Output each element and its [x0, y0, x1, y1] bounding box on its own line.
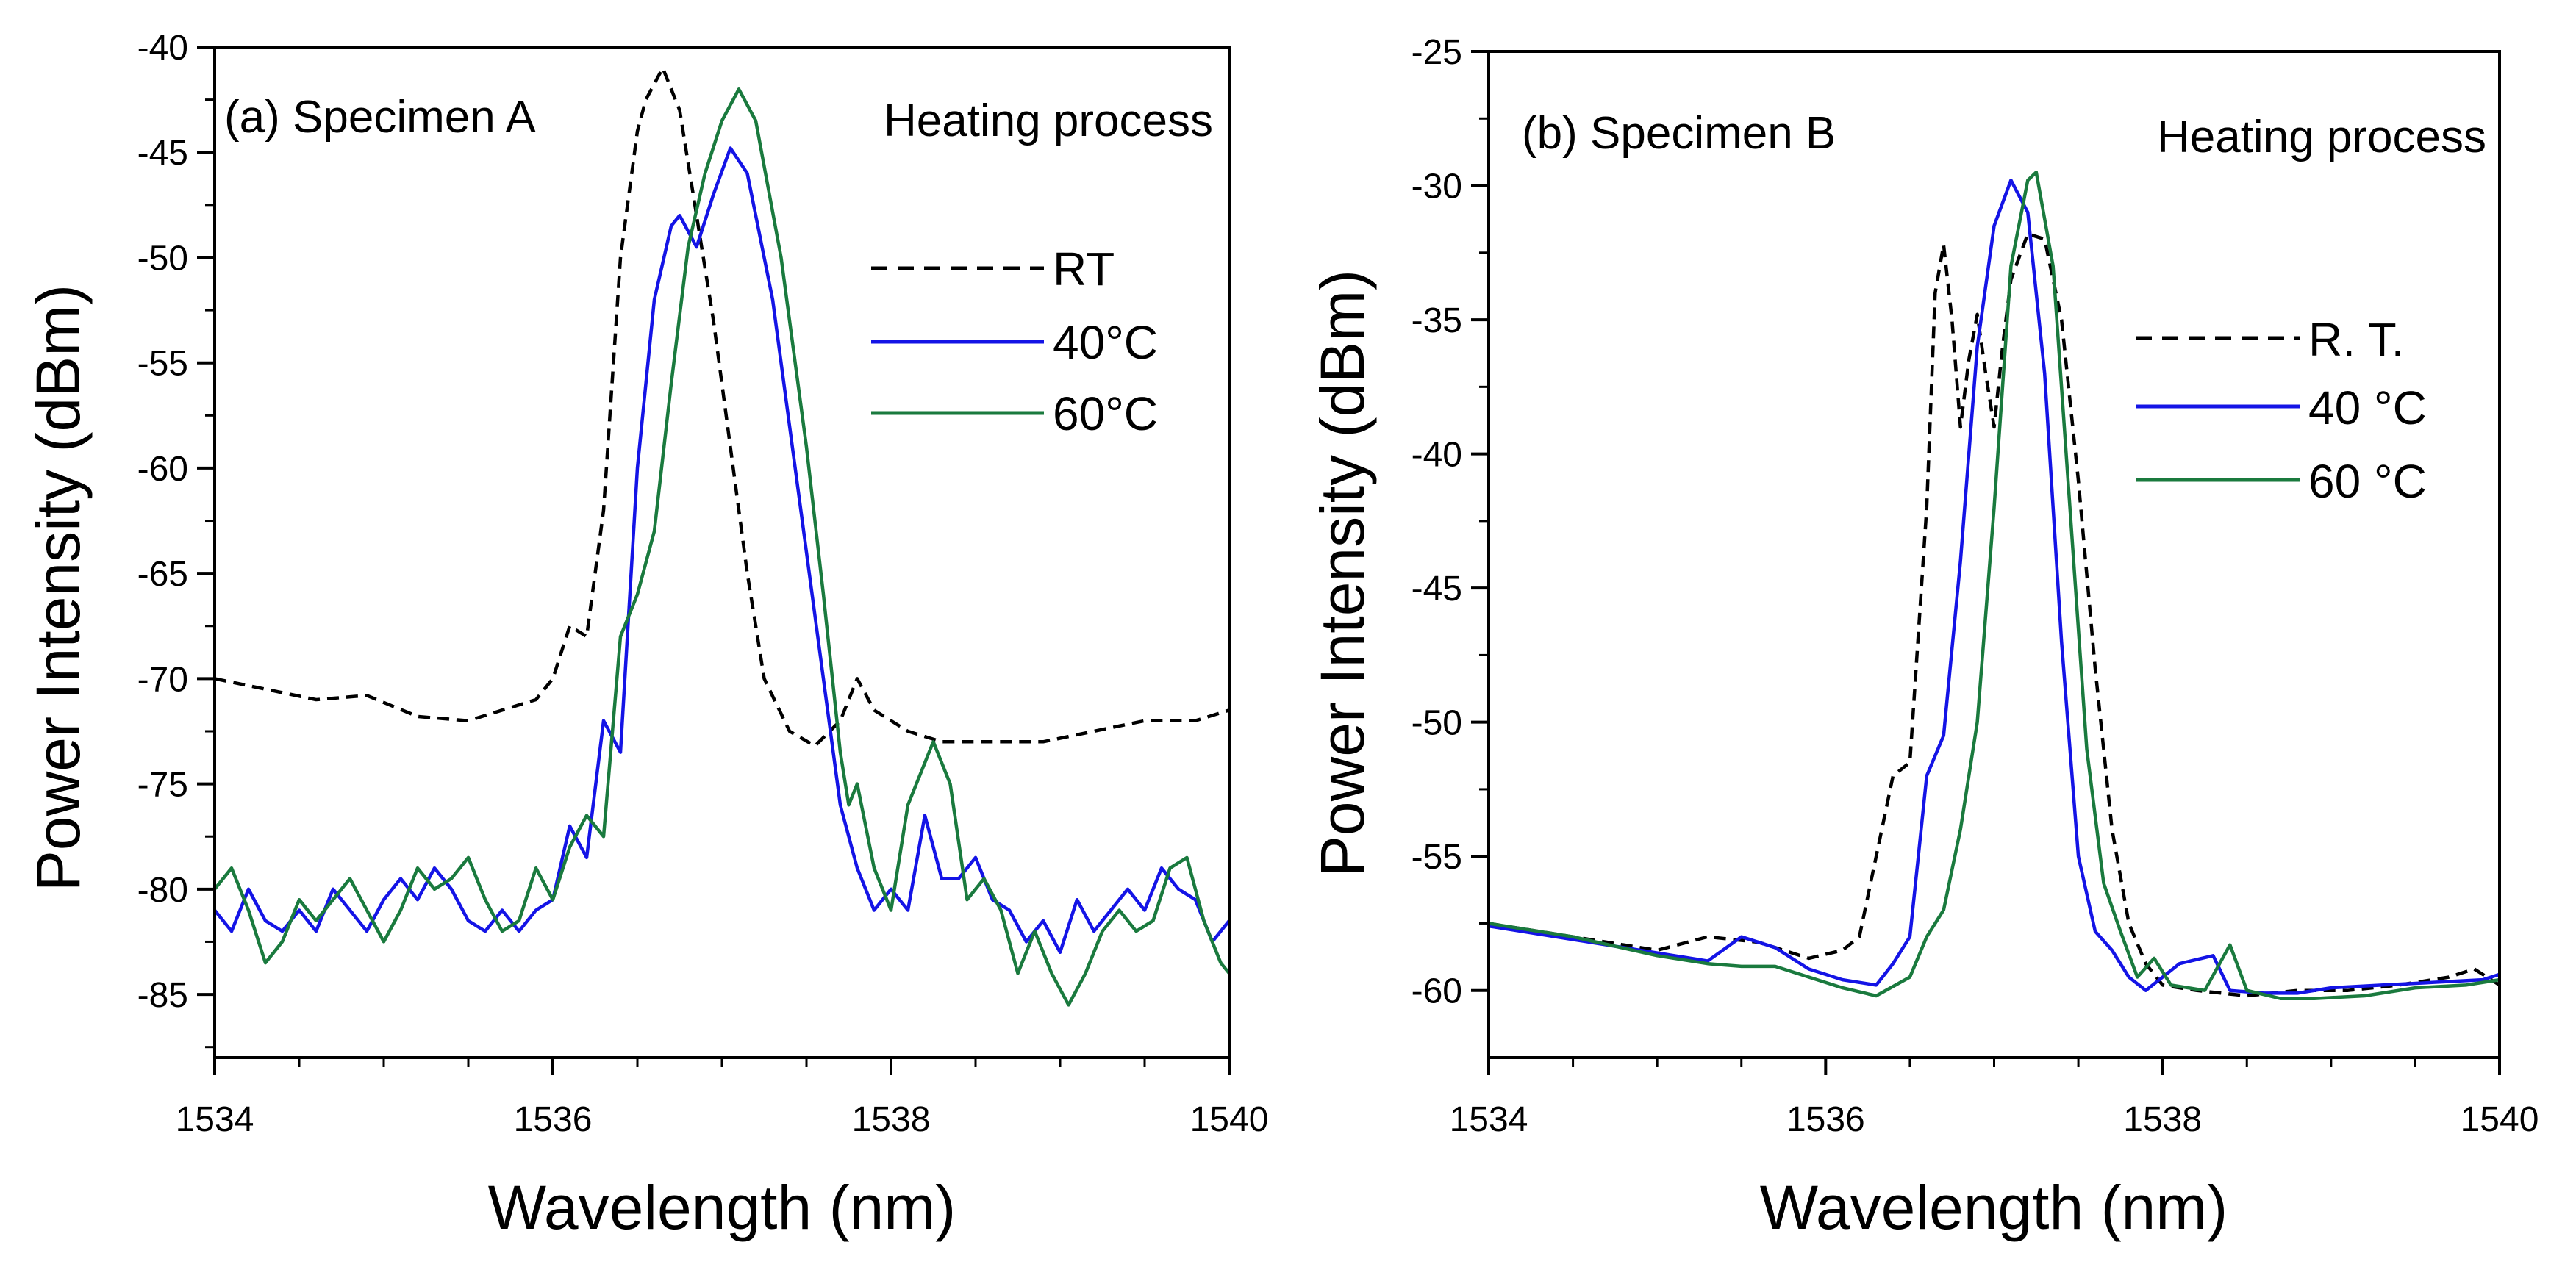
y-tick-label-b-2: -35 [1412, 301, 1462, 340]
x-axis-title-b: Wavelength (nm) [1760, 1173, 2228, 1242]
legend-label-a-2: 60°C [1053, 387, 1158, 440]
y-tick-label-b-3: -40 [1412, 436, 1462, 475]
y-tick-label-a-4: -60 [137, 450, 188, 489]
plot-lines-b [1488, 171, 2501, 1000]
y-tick-label-b-4: -45 [1412, 570, 1462, 609]
x-axis-title-a: Wavelength (nm) [488, 1173, 956, 1242]
y-tick-label-b-7: -60 [1412, 972, 1462, 1011]
y-axis-title-b: Power Intensity (dBm) [1308, 270, 1377, 877]
panel-title-a: (a) Specimen A [224, 92, 537, 143]
series-line-a-2 [213, 87, 1231, 1007]
annotation-b: Heating process [2157, 112, 2486, 162]
plot-frame-a [213, 46, 1231, 1059]
x-tick-label-a-0: 1534 [176, 1100, 254, 1139]
y-tick-label-a-7: -75 [137, 766, 188, 805]
y-tick-label-a-5: -65 [137, 555, 188, 594]
y-tick-label-a-1: -45 [137, 134, 188, 173]
chart-panel-a: 1534 1536 1538 1540 -40 -45 -50 -55 -60 -65 -70 -75… [24, 29, 1268, 1242]
series-line-b-2 [1488, 171, 2500, 1000]
legend-label-b-2: 60 °C [2308, 455, 2427, 508]
legend-label-a-1: 40°C [1053, 316, 1158, 369]
y-tick-label-b-1: -30 [1412, 168, 1462, 207]
x-tick-label-a-2: 1538 [852, 1100, 931, 1139]
y-tick-label-b-5: -50 [1412, 704, 1462, 743]
plot-lines-a [213, 66, 1231, 1007]
legend-a: RT 40°C 60°C [871, 243, 1158, 440]
panel-title-b: (b) Specimen B [1522, 108, 1836, 159]
legend-label-b-0: R. T. [2308, 313, 2404, 366]
annotation-a: Heating process [884, 96, 1213, 146]
legend-b: R. T. 40 °C 60 °C [2136, 313, 2427, 508]
y-tick-label-a-0: -40 [137, 29, 188, 68]
legend-label-a-0: RT [1053, 243, 1115, 295]
chart-panel-b: 1534 1536 1538 1540 -25 -30 -35 -40 -45 -50 -55 -60… [1308, 33, 2539, 1242]
series-line-b-1 [1488, 178, 2500, 995]
x-tick-label-b-1: 1536 [1786, 1100, 1865, 1139]
series-line-b-0 [1488, 231, 2501, 998]
y-tick-label-a-6: -70 [137, 660, 188, 699]
series-line-a-1 [213, 146, 1231, 955]
y-axis-title-a: Power Intensity (dBm) [24, 284, 93, 891]
y-tick-label-a-3: -55 [137, 345, 188, 384]
x-tick-label-a-1: 1536 [514, 1100, 593, 1139]
x-tick-label-b-3: 1540 [2461, 1100, 2539, 1139]
y-tick-label-b-0: -25 [1412, 33, 1462, 72]
x-tick-label-b-2: 1538 [2123, 1100, 2202, 1139]
x-tick-label-a-3: 1540 [1190, 1100, 1269, 1139]
plot-frame-b [1487, 50, 2501, 1059]
x-tick-label-b-0: 1534 [1450, 1100, 1528, 1139]
y-tick-label-a-8: -80 [137, 871, 188, 910]
y-tick-label-a-2: -50 [137, 239, 188, 278]
legend-label-b-1: 40 °C [2308, 381, 2427, 434]
y-tick-label-a-9: -85 [137, 976, 188, 1015]
ticks-b: 1534 1536 1538 1540 -25 -30 -35 -40 -45 -50 -55 -60 [1412, 33, 2539, 1139]
ticks-a: 1534 1536 1538 1540 -40 -45 -50 -55 -60 -65 -70 -75… [137, 29, 1269, 1139]
y-tick-label-b-6: -55 [1412, 838, 1462, 877]
